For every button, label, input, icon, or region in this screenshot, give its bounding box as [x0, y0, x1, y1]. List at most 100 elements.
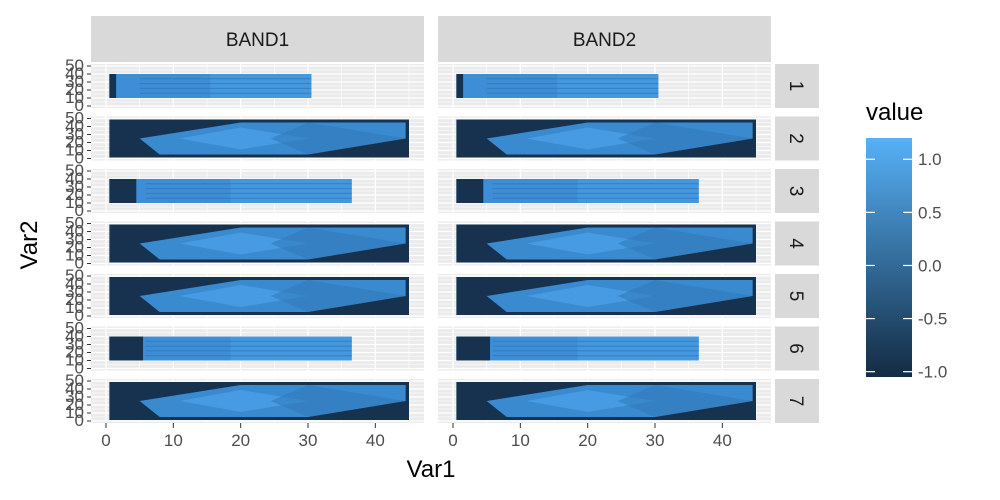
y-tick-label: 20 [65, 80, 84, 99]
y-tick-label: 50 [65, 161, 84, 180]
heatmap-dark-cells [456, 179, 484, 203]
y-tick-label: 30 [65, 177, 84, 196]
facet-strip-band2 [438, 16, 771, 62]
y-tick-label: 0 [75, 96, 84, 115]
facet-row-label: 4 [785, 238, 806, 249]
heatmap-dark-cells [456, 336, 491, 361]
y-tick-label: 0 [75, 254, 84, 273]
facet-strip-row-5 [775, 274, 819, 318]
facet-row-label: 1 [785, 81, 806, 92]
y-tick-label: 0 [75, 411, 84, 430]
y-tick-label: 20 [65, 395, 84, 414]
facet-row-label: 5 [785, 291, 806, 302]
y-tick-label: 10 [65, 246, 84, 265]
y-tick-label: 30 [65, 230, 84, 249]
y-tick-label: 20 [65, 185, 84, 204]
x-axis-title: Var1 [407, 456, 456, 483]
panel-band2-3 [438, 169, 771, 213]
heatmap-diamond-inner [270, 385, 406, 417]
y-tick-label: 0 [75, 149, 84, 168]
y-tick-label: 40 [65, 274, 84, 293]
x-tick-label: 20 [231, 431, 250, 450]
panel-band2-5 [438, 274, 771, 318]
x-tick-label: 20 [578, 431, 597, 450]
panel-band1-6 [91, 326, 424, 371]
heatmap-diamond-inner [617, 280, 753, 312]
y-tick-label: 30 [65, 335, 84, 354]
facet-strip-row-1 [775, 64, 819, 108]
heatmap-cells-bright [230, 179, 352, 203]
y-tick-label: 20 [65, 133, 84, 152]
heatmap-diamond-inner [179, 390, 308, 412]
y-tick-label: 30 [65, 387, 84, 406]
y-tick-label: 40 [65, 117, 84, 136]
heatmap-diamond-inner [179, 285, 308, 307]
facet-strip-row-6 [775, 326, 819, 371]
heatmap-diamond-inner [270, 280, 406, 312]
panel-band1-3 [91, 169, 424, 213]
x-tick-label: 40 [366, 431, 385, 450]
y-tick-label: 50 [65, 109, 84, 128]
heatmap-diamond-inner [270, 122, 406, 155]
y-tick-label: 20 [65, 343, 84, 362]
heatmap-cells-bright [210, 74, 312, 98]
y-tick-label: 0 [75, 359, 84, 378]
panel-band1-4 [91, 221, 424, 266]
facet-row-label: 3 [785, 186, 806, 197]
panel-band2-6 [438, 326, 771, 371]
y-tick-label: 50 [65, 319, 84, 338]
x-tick-label: 40 [713, 431, 732, 450]
x-tick-label: 10 [164, 431, 183, 450]
y-tick-label: 10 [65, 88, 84, 107]
heatmap-diamond-inner [617, 122, 753, 155]
y-tick-label: 50 [65, 56, 84, 75]
heatmap-cells-bright [557, 74, 659, 98]
heatmap-diamond-inner [526, 390, 655, 412]
heatmap-dark-cells [109, 179, 137, 203]
y-tick-label: 20 [65, 290, 84, 309]
legend-tick-label: -1.0 [918, 363, 947, 382]
x-tick-label: 30 [299, 431, 318, 450]
panel-band1-5 [91, 274, 424, 318]
panel-band1-2 [91, 116, 424, 161]
heatmap-dark-cells [456, 74, 464, 98]
facet-strip-row-7 [775, 379, 819, 423]
y-tick-label: 50 [65, 266, 84, 285]
y-tick-label: 30 [65, 125, 84, 144]
y-tick-label: 30 [65, 72, 84, 91]
heatmap-cells-bright [577, 336, 699, 361]
y-tick-label: 20 [65, 238, 84, 257]
panel-band1-7 [91, 379, 424, 423]
panel-band2-2 [438, 116, 771, 161]
heatmap-dark-cells [109, 74, 117, 98]
y-tick-label: 40 [65, 327, 84, 346]
facet-row-label: 7 [785, 396, 806, 407]
y-tick-label: 0 [75, 306, 84, 325]
facet-row-label: 2 [785, 133, 806, 144]
heatmap-diamond-inner [526, 232, 655, 255]
facet-strip-band1 [91, 16, 424, 62]
x-tick-label: 10 [511, 431, 530, 450]
y-tick-label: 50 [65, 371, 84, 390]
y-tick-label: 40 [65, 379, 84, 398]
heatmap-diamond-inner [617, 385, 753, 417]
y-tick-label: 40 [65, 64, 84, 83]
panel-band1-1 [91, 64, 424, 108]
heatmap-cells-bright [577, 179, 699, 203]
x-tick-label: 0 [101, 431, 110, 450]
y-axis-title: Var2 [16, 221, 43, 270]
legend-tick-label: 1.0 [918, 150, 942, 169]
panel-band2-4 [438, 221, 771, 266]
heatmap-diamond-inner [617, 227, 753, 260]
y-tick-label: 10 [65, 193, 84, 212]
x-tick-label: 0 [448, 431, 457, 450]
y-tick-label: 40 [65, 222, 84, 241]
panel-band2-7 [438, 379, 771, 423]
legend-tick-label: 0.0 [918, 256, 942, 275]
facet-row-label: 6 [785, 343, 806, 354]
legend-colorbar [866, 138, 912, 377]
heatmap-cells-bright [230, 336, 352, 361]
heatmap-diamond-inner [179, 127, 308, 150]
facet-strip-row-4 [775, 221, 819, 266]
